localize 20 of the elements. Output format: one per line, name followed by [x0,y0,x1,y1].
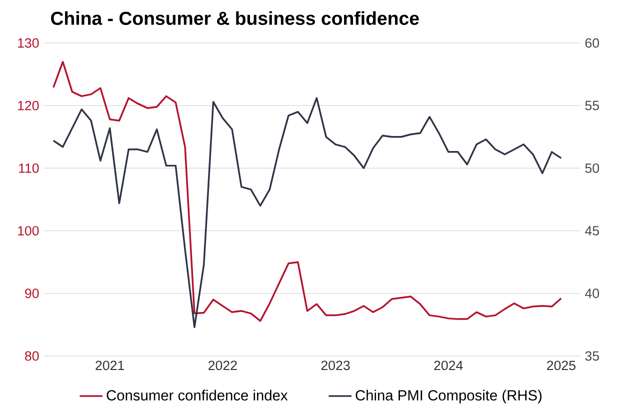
chart-title: China - Consumer & business confidence [51,11,419,26]
y-tick-label: 100 [18,226,39,236]
y-tick-label: 110 [19,164,39,174]
y-tick-label: 80 [25,351,39,361]
y-tick-label: 120 [18,101,39,110]
x-tick-label: 2025 [547,360,576,370]
y-tick-label: 90 [25,288,39,298]
x-tick-label: 2021 [96,360,124,370]
x-tick-label: 2023 [321,360,350,370]
y2-tick-label: 50 [585,164,600,174]
legend-label: China PMI Composite (RHS) [356,390,542,404]
y2-tick-label: 40 [585,288,600,298]
x-tick-label: 2024 [434,360,463,370]
y2-tick-label: 55 [585,101,599,110]
y-tick-label: 130 [18,38,39,48]
y2-tick-label: 35 [585,351,599,361]
legend-label: Consumer confidence index [106,390,288,401]
y2-tick-label: 45 [585,226,599,236]
x-tick-label: 2022 [208,360,237,370]
y2-tick-label: 60 [585,38,600,48]
